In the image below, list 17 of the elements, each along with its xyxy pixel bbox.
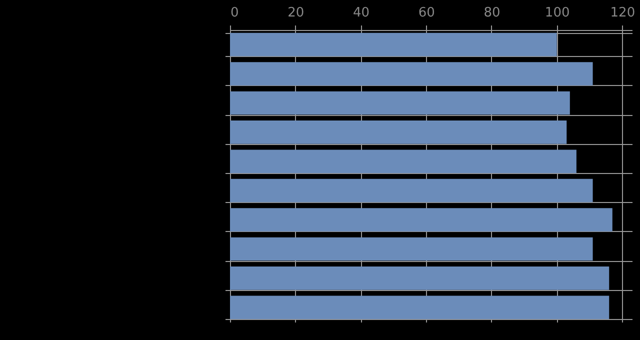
x-tick-label: 60 — [418, 6, 435, 20]
bar — [230, 208, 612, 232]
bar — [230, 237, 593, 261]
x-tick-label: 0 — [230, 6, 239, 20]
x-tick-label: 100 — [544, 6, 570, 20]
bar — [230, 296, 610, 320]
bar — [230, 91, 570, 115]
x-tick-label: 40 — [352, 6, 370, 20]
x-tick-label: 80 — [484, 6, 500, 20]
x-tick-label: 20 — [288, 6, 304, 20]
x-tick-label: 120 — [610, 6, 636, 20]
bar — [230, 62, 593, 86]
bar — [230, 150, 576, 174]
bar — [230, 120, 567, 144]
bar — [230, 32, 557, 56]
bar — [230, 266, 610, 290]
bar — [230, 178, 593, 202]
